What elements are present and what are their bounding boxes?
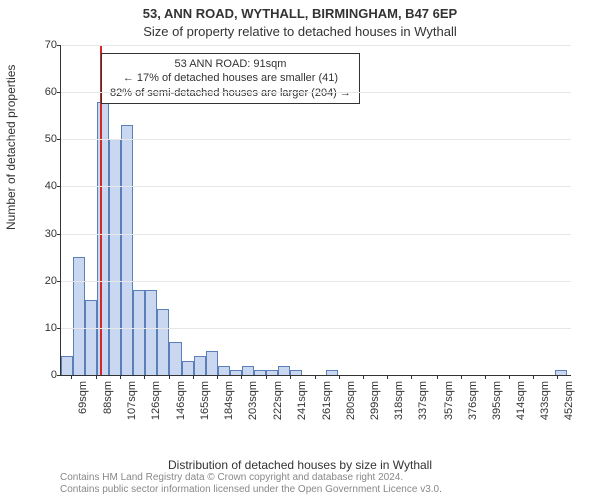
y-tick-label: 30 (33, 228, 57, 240)
gridline (61, 92, 571, 93)
info-box: 53 ANN ROAD: 91sqm ← 17% of detached hou… (101, 53, 360, 104)
y-tick-label: 60 (33, 86, 57, 98)
x-axis-label: Distribution of detached houses by size … (0, 458, 600, 472)
histogram-bar (194, 356, 206, 375)
x-tick-label: 203sqm (247, 381, 259, 425)
chart-area: 53 ANN ROAD: 91sqm ← 17% of detached hou… (60, 45, 570, 415)
y-tick-label: 10 (33, 322, 57, 334)
histogram-bar (206, 351, 218, 375)
x-tick-label: 337sqm (417, 381, 429, 425)
footer-line-2: Contains public sector information licen… (60, 484, 442, 496)
x-tick-label: 318sqm (393, 381, 405, 425)
x-tick-mark (461, 375, 462, 379)
gridline (61, 139, 571, 140)
x-tick-label: 376sqm (467, 381, 479, 425)
x-tick-mark (290, 375, 291, 379)
x-tick-mark (339, 375, 340, 379)
histogram-bar (242, 366, 254, 375)
gridline (61, 45, 571, 46)
x-tick-label: 184sqm (223, 381, 235, 425)
x-tick-mark (96, 375, 97, 379)
x-tick-mark (387, 375, 388, 379)
footer-attribution: Contains HM Land Registry data © Crown c… (60, 472, 442, 496)
gridline (61, 234, 571, 235)
histogram-bar (73, 257, 85, 375)
histogram-bar (169, 342, 181, 375)
histogram-bar (278, 366, 290, 375)
histogram-bar (157, 309, 169, 375)
info-line-1: 53 ANN ROAD: 91sqm (110, 57, 351, 71)
x-tick-label: 280sqm (345, 381, 357, 425)
chart-title-line2: Size of property relative to detached ho… (0, 24, 600, 39)
x-tick-mark (193, 375, 194, 379)
x-tick-label: 146sqm (175, 381, 187, 425)
x-tick-mark (71, 375, 72, 379)
y-tick-mark (57, 92, 61, 93)
y-tick-label: 50 (33, 133, 57, 145)
histogram-bar (121, 125, 133, 375)
x-tick-label: 261sqm (321, 381, 333, 425)
x-tick-mark (509, 375, 510, 379)
x-tick-label: 165sqm (199, 381, 211, 425)
histogram-bar (61, 356, 73, 375)
x-tick-label: 88sqm (102, 381, 114, 425)
x-tick-label: 222sqm (272, 381, 284, 425)
x-tick-label: 107sqm (126, 381, 138, 425)
x-tick-label: 241sqm (296, 381, 308, 425)
histogram-bar (218, 366, 230, 375)
histogram-bar (109, 139, 121, 375)
gridline (61, 328, 571, 329)
footer-line-1: Contains HM Land Registry data © Crown c… (60, 472, 442, 484)
y-tick-label: 20 (33, 275, 57, 287)
histogram-bar (85, 300, 97, 375)
y-tick-mark (57, 45, 61, 46)
x-tick-mark (437, 375, 438, 379)
x-tick-mark (315, 375, 316, 379)
x-ticks-container: 69sqm88sqm107sqm126sqm146sqm165sqm184sqm… (60, 375, 570, 415)
info-line-2: ← 17% of detached houses are smaller (41… (110, 71, 351, 85)
x-tick-label: 357sqm (443, 381, 455, 425)
x-tick-mark (533, 375, 534, 379)
gridline (61, 281, 571, 282)
x-tick-label: 126sqm (150, 381, 162, 425)
gridline (61, 186, 571, 187)
x-tick-mark (485, 375, 486, 379)
x-tick-mark (363, 375, 364, 379)
x-tick-mark (241, 375, 242, 379)
chart-title-line1: 53, ANN ROAD, WYTHALL, BIRMINGHAM, B47 6… (0, 6, 600, 21)
x-tick-label: 69sqm (77, 381, 89, 425)
x-tick-label: 452sqm (563, 381, 575, 425)
y-tick-label: 0 (33, 369, 57, 381)
y-tick-mark (57, 234, 61, 235)
y-tick-mark (57, 328, 61, 329)
x-tick-label: 433sqm (539, 381, 551, 425)
x-tick-mark (266, 375, 267, 379)
histogram-bar (145, 290, 157, 375)
x-tick-mark (169, 375, 170, 379)
x-tick-label: 395sqm (491, 381, 503, 425)
x-tick-label: 299sqm (369, 381, 381, 425)
plot-region: 53 ANN ROAD: 91sqm ← 17% of detached hou… (60, 45, 571, 376)
histogram-bar (182, 361, 194, 375)
y-tick-mark (57, 139, 61, 140)
x-tick-label: 414sqm (515, 381, 527, 425)
y-tick-label: 40 (33, 180, 57, 192)
histogram-bar (133, 290, 145, 375)
x-tick-mark (217, 375, 218, 379)
histogram-bar (97, 102, 109, 375)
x-tick-mark (557, 375, 558, 379)
y-tick-mark (57, 281, 61, 282)
y-axis-label: Number of detached properties (4, 65, 18, 230)
x-tick-mark (411, 375, 412, 379)
x-tick-mark (120, 375, 121, 379)
x-tick-mark (144, 375, 145, 379)
y-tick-label: 70 (33, 39, 57, 51)
y-tick-mark (57, 186, 61, 187)
